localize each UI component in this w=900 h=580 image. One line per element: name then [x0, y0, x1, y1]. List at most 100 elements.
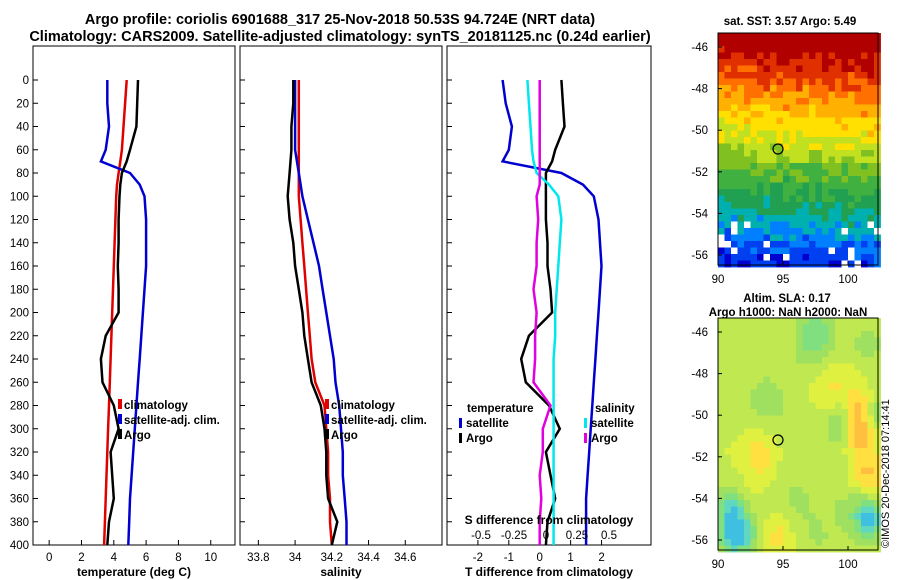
map-cell [841, 33, 849, 40]
map-cell [861, 150, 868, 157]
map-cell [867, 46, 875, 53]
map-cell [776, 59, 784, 66]
map-cell [815, 448, 823, 455]
legend-label: satellite [591, 418, 634, 430]
map-cell [776, 195, 784, 203]
map-cell [802, 46, 810, 53]
map-cell [802, 228, 810, 235]
map-cell [867, 370, 875, 377]
map-cell [874, 344, 881, 351]
map-cell [841, 370, 849, 377]
map-cell [874, 176, 881, 183]
map-cell [724, 454, 732, 462]
map-cell [796, 221, 803, 229]
map-cell [874, 396, 881, 403]
map-cell [783, 65, 790, 73]
map-cell [789, 72, 797, 79]
map-cell [763, 519, 771, 527]
map-cell [815, 247, 823, 255]
map-cell [796, 254, 803, 261]
map-cell [757, 59, 764, 66]
map-cell [828, 85, 836, 92]
x-tick-label: -1 [504, 552, 514, 564]
map-cell [718, 493, 725, 501]
map-cell [737, 474, 745, 481]
map-cell [854, 33, 862, 40]
map-cell [854, 150, 862, 157]
map-cell [737, 422, 745, 429]
map-cell [874, 234, 881, 242]
map-x-tick-label: 95 [777, 559, 790, 571]
map-cell [874, 500, 881, 507]
map-cell [750, 435, 758, 442]
map-cell [796, 474, 803, 481]
map-cell [757, 111, 764, 118]
map-cell [835, 389, 842, 397]
map-cell [874, 506, 881, 514]
map-cell [718, 461, 725, 468]
map-cell [744, 480, 751, 488]
map-cell [724, 357, 732, 364]
map-cell [757, 435, 764, 442]
map-cell [809, 59, 816, 66]
map-cell [731, 474, 738, 481]
map-cell [867, 104, 875, 112]
map-cell [737, 163, 745, 170]
map-cell [757, 428, 764, 436]
map-cell [770, 85, 777, 92]
map-cell [835, 254, 842, 261]
map-cell [718, 363, 725, 371]
map-cell [867, 52, 875, 60]
map-cell [718, 117, 725, 125]
map-cell [783, 72, 790, 79]
map-cell [809, 350, 816, 358]
map-cell [789, 202, 797, 209]
map-cell [724, 493, 732, 501]
map-cell [822, 78, 829, 86]
map-cell [874, 350, 881, 358]
map-cell [770, 117, 777, 125]
map-cell [815, 402, 823, 410]
map-cell [744, 539, 751, 546]
map-cell [731, 409, 738, 416]
map-cell [731, 202, 738, 209]
map-cell [731, 98, 738, 105]
map-cell [796, 52, 803, 60]
map-cell [731, 467, 738, 475]
map-cell [737, 318, 745, 325]
map-cell [783, 513, 790, 520]
map-cell [854, 318, 862, 325]
x-tick-label: -2 [473, 552, 483, 564]
map-cell [744, 376, 751, 384]
map-cell [770, 39, 777, 47]
map-cell [822, 195, 829, 203]
map-cell [861, 500, 868, 507]
x-tick-label: 0 [537, 552, 543, 564]
map-cell [822, 318, 829, 325]
map-cell [789, 344, 797, 351]
map-cell [874, 454, 881, 462]
map-cell [861, 72, 868, 79]
map-cell [841, 467, 849, 475]
map-cell [770, 396, 777, 403]
map-cell [874, 422, 881, 429]
map-cell [757, 98, 764, 105]
map-cell [809, 428, 816, 436]
map-cell [763, 117, 771, 125]
map-cell [867, 376, 875, 384]
map-cell [770, 539, 777, 546]
map-cell [815, 91, 823, 99]
x2-tick-label: 0.25 [566, 530, 588, 542]
map-cell [809, 493, 816, 501]
map-cell [770, 98, 777, 105]
map-cell [731, 370, 738, 377]
map-cell [724, 130, 732, 138]
map-cell [744, 331, 751, 338]
y-tick-label: 200 [10, 308, 29, 320]
map-cell [718, 337, 725, 345]
map-cell [867, 474, 875, 481]
map-cell [815, 344, 823, 351]
map-cell [802, 344, 810, 351]
map-cell [744, 435, 751, 442]
map-cell [783, 98, 790, 105]
